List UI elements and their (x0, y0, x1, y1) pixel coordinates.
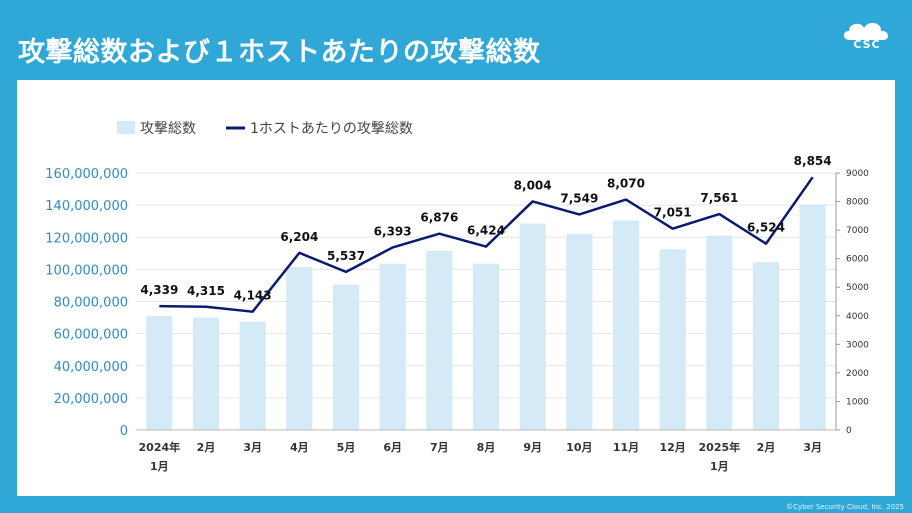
data-label: 5,537 (327, 249, 365, 263)
x-axis-tick-label: 5月 (337, 441, 356, 454)
chart-card: 4,339 4,315 4,143 6,204 5,537 6,393 6,876 6,424… (17, 80, 895, 496)
x-axis-tick-label: 9月 (523, 441, 542, 454)
bar (286, 266, 313, 430)
data-label: 4,315 (187, 284, 225, 298)
bar (332, 284, 360, 430)
logo-text: CSC (853, 38, 881, 51)
data-label: 7,561 (700, 191, 738, 205)
right-axis-tick-label: 8000 (846, 198, 869, 208)
data-label: 4,143 (234, 289, 272, 303)
bar (472, 263, 500, 430)
right-axis-tick-label: 3000 (846, 340, 869, 350)
data-label: 7,549 (560, 191, 598, 205)
x-axis-tick-label: 11月 (613, 441, 639, 454)
bar (146, 315, 173, 430)
bar (379, 263, 406, 430)
right-axis-tick-label: 0 (846, 426, 852, 436)
x-axis-tick-label: 4月 (290, 441, 309, 454)
x-axis-tick-label: 12月 (660, 441, 686, 454)
legend: 攻撃総数 1ホストあたりの攻撃総数 (117, 121, 413, 137)
x-axis-tick-label: 2024年 (139, 440, 181, 454)
bar (239, 321, 266, 430)
bar (426, 250, 453, 430)
right-axis-tick-label: 5000 (846, 283, 869, 293)
x-axis-tick-label: 10月 (566, 441, 592, 454)
axes: 0 20,000,000 40,000,000 60,000,000 80,000,00… (45, 167, 869, 473)
left-axis-tick-label: 60,000,000 (54, 328, 128, 343)
x-axis-tick-label: 2月 (197, 441, 216, 454)
bar (659, 249, 686, 430)
left-axis-tick-label: 0 (120, 424, 128, 439)
left-axis-tick-label: 80,000,000 (54, 296, 128, 311)
bar-series (146, 204, 826, 430)
data-label: 7,051 (654, 206, 692, 220)
left-axis-tick-label: 160,000,000 (45, 167, 128, 182)
data-label: 6,424 (467, 224, 505, 238)
data-label: 6,204 (280, 230, 318, 244)
line-series (159, 176, 814, 313)
x-axis-tick-label: 2月 (757, 441, 776, 454)
x-axis-tick-label: 6月 (383, 441, 402, 454)
data-label: 6,393 (374, 224, 412, 238)
data-label: 6,876 (420, 211, 458, 225)
right-axis-tick-label: 2000 (846, 369, 869, 379)
legend-swatch-bar (117, 121, 135, 134)
left-axis-tick-label: 140,000,000 (45, 199, 128, 214)
series-line (159, 176, 814, 313)
data-label: 8,854 (794, 154, 832, 168)
left-axis-tick-label: 40,000,000 (54, 360, 128, 375)
bar (192, 317, 220, 430)
right-axis-tick-label: 7000 (846, 226, 869, 236)
left-axis-tick-label: 100,000,000 (45, 263, 128, 278)
x-axis-tick-label: 3月 (243, 441, 262, 454)
x-axis-tick-label: 3月 (803, 441, 822, 454)
cloud-icon (843, 22, 889, 40)
company-logo: CSC (834, 18, 900, 60)
right-axis-tick-label: 4000 (846, 312, 869, 322)
data-label: 4,339 (140, 283, 178, 297)
x-axis-tick-label: 8月 (477, 441, 496, 454)
bar (612, 220, 640, 430)
right-axis-tick-label: 6000 (846, 255, 869, 265)
right-axis-tick-label: 9000 (846, 169, 869, 179)
legend-label: 1ホストあたりの攻撃総数 (250, 121, 413, 137)
x-axis-tick-label: 1月 (150, 460, 169, 473)
x-axis-tick-label: 1月 (710, 460, 729, 473)
left-axis-tick-label: 120,000,000 (45, 231, 128, 246)
x-axis-tick-label: 7月 (430, 441, 449, 454)
combo-chart: 4,339 4,315 4,143 6,204 5,537 6,393 6,876 6,424… (45, 121, 869, 473)
bar (799, 204, 826, 430)
bar (566, 234, 593, 430)
data-labels: 4,339 4,315 4,143 6,204 5,537 6,393 6,876 6,424… (140, 154, 831, 303)
data-label: 8,070 (607, 177, 645, 191)
bar (519, 223, 546, 430)
data-label: 6,524 (747, 221, 785, 235)
right-axis-tick-label: 1000 (846, 397, 869, 407)
copyright-text: ©Cyber Security Cloud, Inc. 2025 (786, 503, 904, 511)
left-axis-tick-label: 20,000,000 (54, 392, 128, 407)
legend-label: 攻撃総数 (140, 121, 196, 137)
page-title: 攻撃総数および１ホストあたりの攻撃総数 (18, 37, 541, 68)
x-axis-tick-label: 2025年 (699, 440, 741, 454)
bar (706, 235, 733, 430)
bar (752, 262, 780, 430)
data-label: 8,004 (514, 178, 552, 192)
